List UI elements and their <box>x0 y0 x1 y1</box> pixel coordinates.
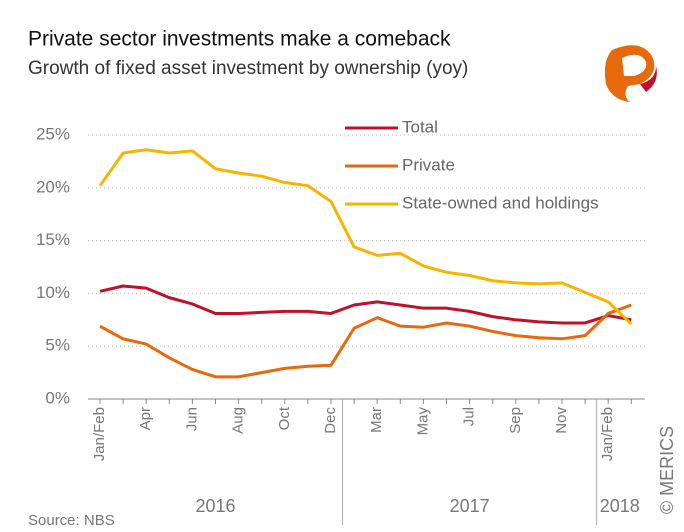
series-line <box>98 148 633 326</box>
series-line <box>99 303 632 379</box>
x-tick-label: Dec <box>322 407 339 434</box>
y-tick-label: 5% <box>45 336 70 355</box>
y-tick-label: 10% <box>36 283 70 302</box>
x-tick-label: Jan/Feb <box>91 407 108 461</box>
year-label: 2017 <box>450 496 490 516</box>
x-tick-label: Apr <box>137 407 154 430</box>
legend-label: Private <box>402 155 455 174</box>
chart-title: Private sector investments make a comeba… <box>28 28 451 51</box>
y-tick-label: 20% <box>36 177 70 196</box>
x-tick-label: Jan/Feb <box>599 407 616 461</box>
x-tick-label: Sep <box>507 407 524 434</box>
legend-label: Total <box>402 117 438 136</box>
chart-subtitle: Growth of fixed asset investment by owne… <box>28 58 468 79</box>
x-tick-label: Jul <box>461 407 478 426</box>
x-tick-label: Jun <box>183 407 200 431</box>
source: Source: NBS <box>28 512 115 529</box>
credit: © MERICS <box>657 426 677 514</box>
x-tick-label: May <box>414 407 431 436</box>
logo <box>604 45 657 102</box>
x-tick-label: Aug <box>230 407 247 434</box>
legend-label: State-owned and holdings <box>402 193 599 212</box>
x-tick-label: Mar <box>368 407 385 433</box>
series-line <box>99 284 632 325</box>
year-label: 2016 <box>195 496 235 516</box>
y-tick-label: 0% <box>45 388 70 407</box>
x-tick-label: Nov <box>553 407 570 434</box>
y-tick-label: 15% <box>36 230 70 249</box>
x-tick-label: Oct <box>276 406 293 430</box>
y-tick-label: 25% <box>36 124 70 143</box>
year-label: 2018 <box>600 496 640 516</box>
